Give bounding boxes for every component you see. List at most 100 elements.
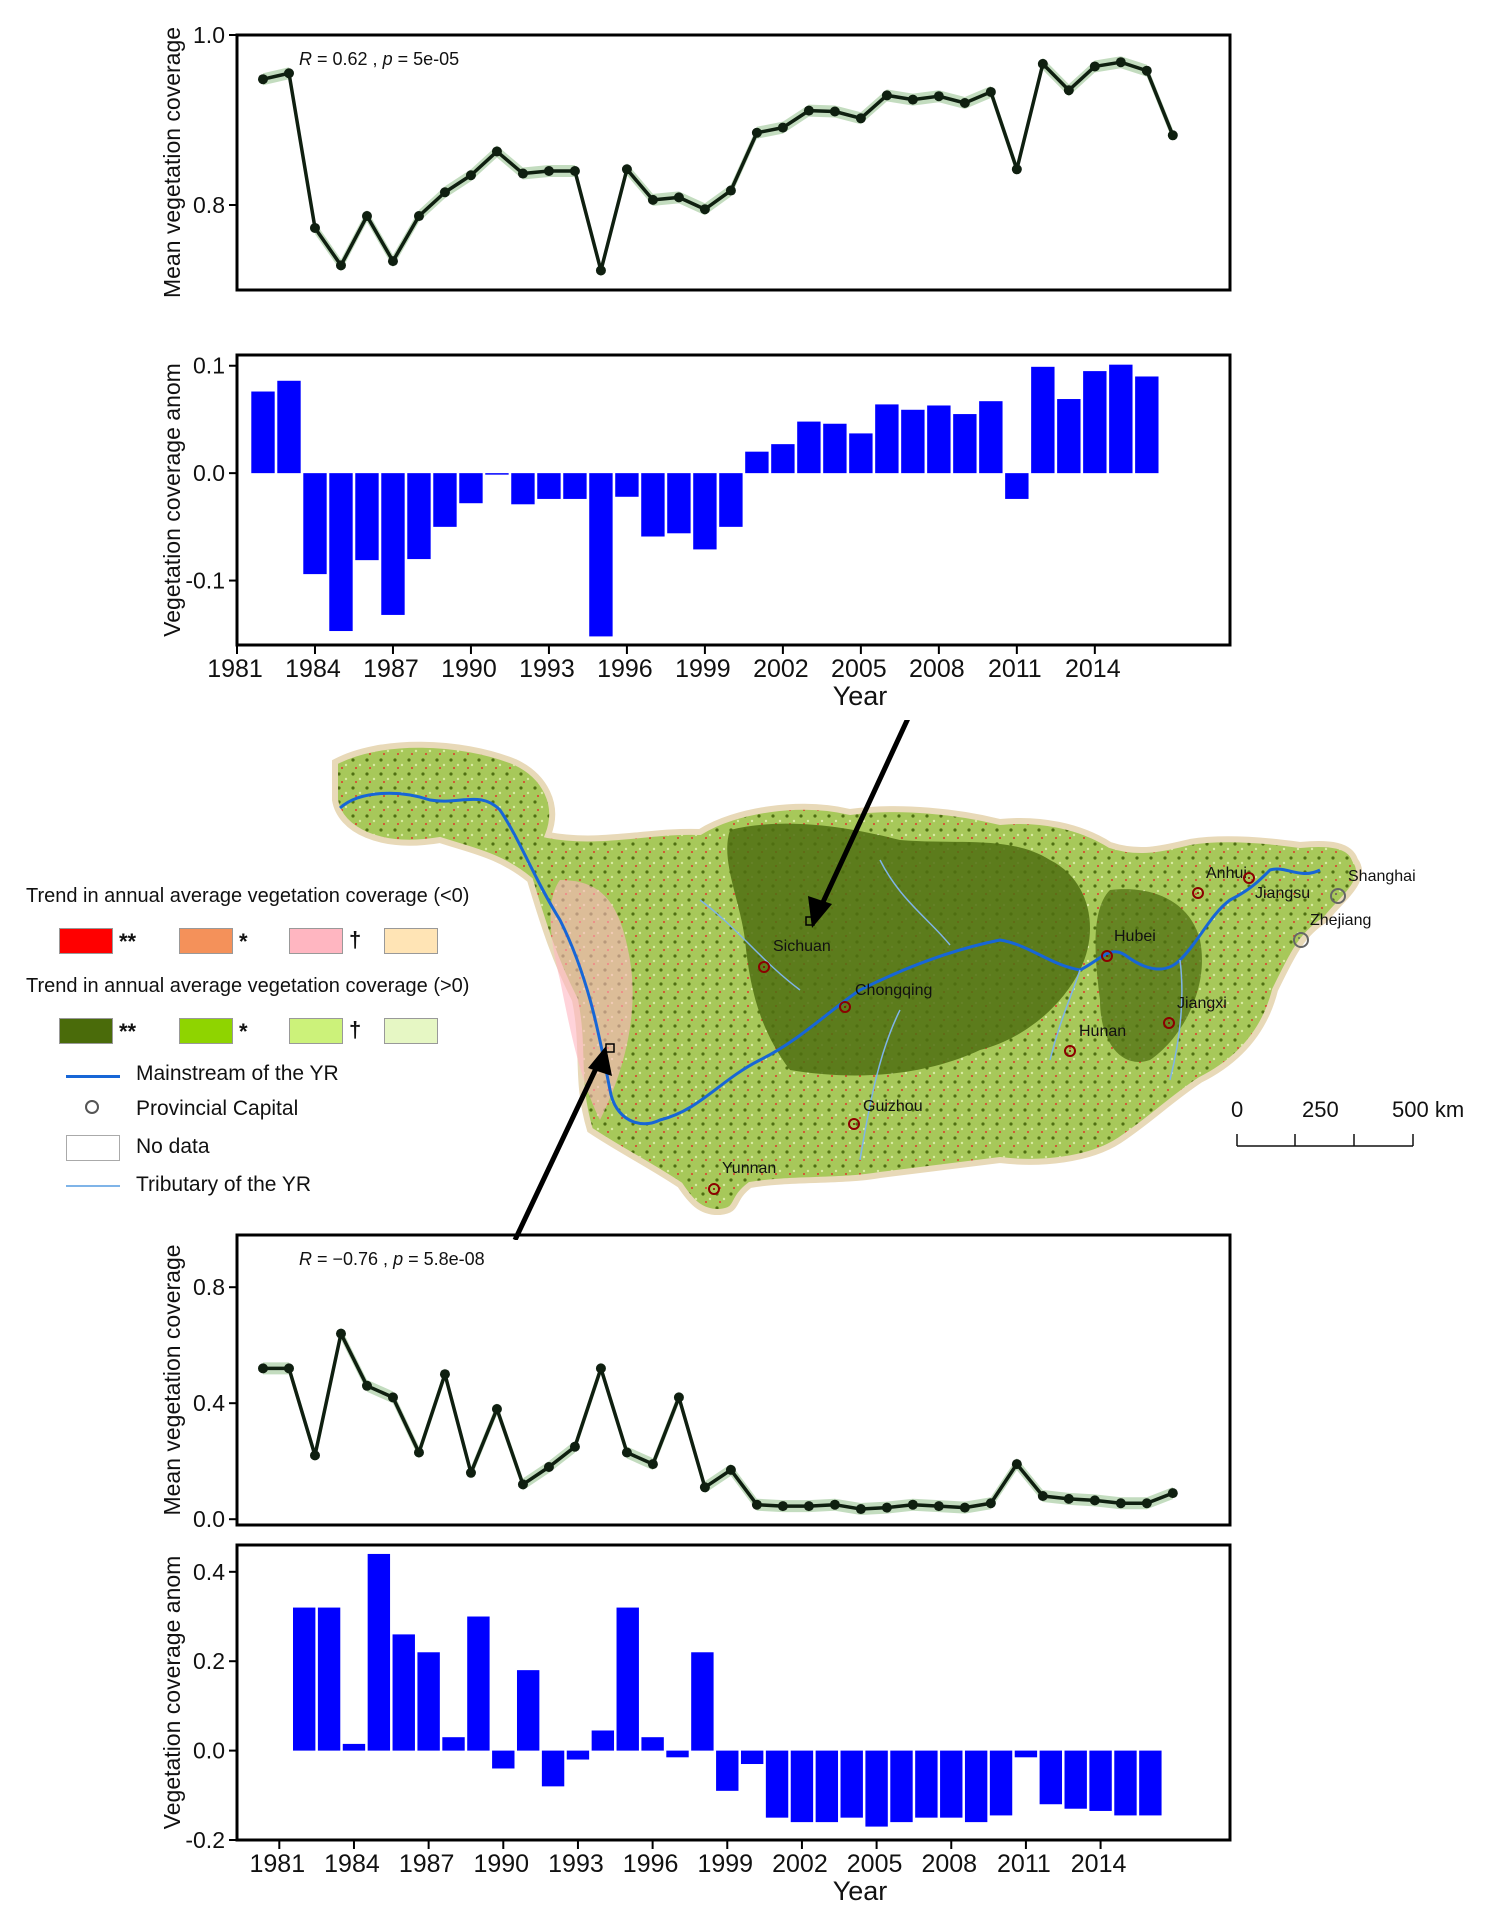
y-tick-label: 0.2	[193, 1648, 225, 1674]
data-point	[361, 1380, 372, 1391]
data-point	[335, 1328, 346, 1339]
x-tick-label: 1981	[249, 1850, 305, 1878]
capital-jiangsu-icon	[1243, 872, 1255, 884]
y-tick-label: 0.8	[193, 1274, 225, 1300]
yangtze-basin-map	[332, 720, 1414, 1240]
bar	[890, 1750, 913, 1823]
city-yunnan: Yunnan	[722, 1160, 777, 1177]
data-point	[257, 1363, 268, 1374]
swatch-pos-none	[384, 1018, 438, 1044]
bar	[765, 1750, 789, 1818]
x-axis-label: Year	[833, 681, 888, 711]
bar	[1014, 1750, 1038, 1758]
y-tick-label: 1.0	[193, 22, 225, 48]
data-point	[751, 127, 762, 138]
stats-annotation: R = 0.62 , p = 5e-05	[299, 49, 459, 69]
data-point	[257, 74, 268, 85]
bar	[641, 1737, 664, 1751]
y-axis-label: Vegetation coverage anom	[159, 1556, 185, 1830]
data-point	[855, 113, 866, 124]
capital-chongqing-icon	[839, 1001, 851, 1013]
bar	[901, 409, 925, 474]
data-point	[1141, 1498, 1152, 1509]
bar	[953, 414, 977, 474]
data-point	[647, 1459, 658, 1470]
bar	[615, 473, 639, 497]
bar	[277, 380, 301, 474]
data-point	[1115, 57, 1126, 68]
bar	[840, 1750, 863, 1818]
y-tick-label: -0.1	[185, 568, 225, 594]
bar	[641, 473, 665, 537]
bar	[381, 473, 405, 615]
data-point	[881, 90, 892, 101]
data-point	[387, 1392, 398, 1403]
scale-label-250: 250	[1302, 1097, 1339, 1122]
x-tick-label: 2011	[997, 1850, 1051, 1878]
data-point	[543, 1462, 554, 1472]
series-line	[262, 60, 1175, 273]
bar	[367, 1553, 391, 1751]
bar	[566, 1750, 590, 1760]
x-tick-label: 2005	[847, 1850, 903, 1878]
tributary-4	[1169, 959, 1183, 1081]
city-shanghai: Shanghai	[1348, 868, 1416, 885]
y-axis-label: Mean vegetation coverage	[159, 27, 185, 298]
bar	[303, 473, 327, 575]
data-point	[595, 1363, 606, 1374]
bar	[537, 473, 561, 499]
bar	[693, 473, 717, 550]
bar	[719, 473, 743, 527]
y-tick-label: 0.4	[193, 1559, 225, 1585]
bar	[516, 1670, 540, 1751]
data-point	[1115, 1498, 1126, 1509]
bar	[1057, 399, 1081, 474]
bar	[691, 1652, 714, 1751]
bar	[392, 1634, 415, 1751]
swatch-neg-none	[384, 928, 438, 954]
city-chongqing: Chongqing	[855, 982, 933, 999]
bar	[666, 1750, 689, 1758]
data-point	[465, 1467, 476, 1478]
x-tick-label: 1984	[285, 655, 341, 683]
plot-frame	[235, 1233, 1232, 1527]
bar	[329, 473, 353, 632]
city-hunan: Hunan	[1079, 1023, 1127, 1040]
bar	[740, 1750, 764, 1765]
y-tick-label: 0.8	[193, 192, 225, 218]
tributary-1	[699, 899, 801, 991]
city-anhui: Anhui	[1206, 865, 1247, 882]
bar	[563, 473, 587, 499]
capital-sichuan-icon	[758, 961, 770, 973]
sym-pos-strong: **	[119, 1019, 137, 1044]
bar	[467, 1616, 490, 1751]
chart-bottom-line: 0.8 0.4 0.0 Mean vegetation coverage R = −0.…	[159, 1233, 1232, 1532]
x-tick-label: 1987	[363, 655, 419, 683]
bar	[927, 405, 951, 474]
swatch-pos-mid	[179, 1018, 233, 1044]
capital-hunan-icon	[1064, 1045, 1076, 1057]
data-point	[309, 222, 320, 233]
legend-capital-icon	[85, 1100, 99, 1114]
capital-anhui-icon	[1192, 887, 1204, 899]
sym-neg-mid: *	[239, 929, 248, 954]
data-point	[699, 1482, 710, 1493]
bar	[940, 1750, 963, 1818]
data-point	[829, 1499, 840, 1510]
bar	[1135, 376, 1159, 474]
sym-neg-weak: †	[349, 927, 362, 952]
legend-tributary-line	[66, 1185, 120, 1187]
bar	[1064, 1750, 1087, 1809]
legend-nodata-swatch	[66, 1135, 120, 1161]
bar	[485, 473, 509, 475]
capital-jiangxi-icon	[1163, 1017, 1175, 1029]
bar	[1083, 371, 1107, 474]
data-point	[803, 1501, 814, 1512]
capital-hubei-icon	[1101, 950, 1113, 962]
bar	[964, 1750, 988, 1823]
legend-mainstream-label: Mainstream of the YR	[136, 1062, 339, 1085]
data-point	[569, 166, 580, 176]
y-tick-label: -0.2	[185, 1827, 225, 1853]
